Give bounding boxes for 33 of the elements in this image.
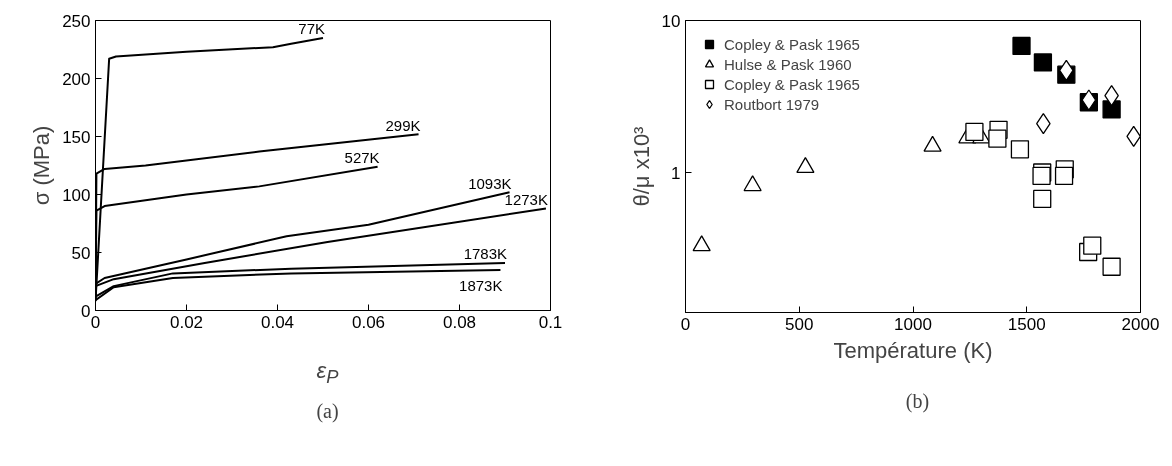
y-tick-label: 50 — [71, 243, 91, 263]
y-tick-label: 250 — [62, 11, 91, 31]
x-tick-label: 0.02 — [169, 312, 204, 332]
legend-label: Hulse & Pask 1960 — [724, 55, 852, 73]
x-tick-label: 1500 — [1007, 314, 1046, 334]
series-label: 527K — [344, 149, 380, 167]
y-tick-label: 200 — [62, 69, 91, 89]
x-tick-label: 2000 — [1121, 314, 1160, 334]
series-label: 1093K — [468, 174, 512, 192]
x-tick-label: 1000 — [894, 314, 932, 334]
text: (b) — [905, 389, 930, 415]
y-tick-label: 100 — [62, 185, 91, 205]
y-tick-label: 150 — [62, 127, 91, 147]
x-tick-label: 0.04 — [260, 312, 295, 332]
series-label: 299K — [385, 116, 421, 134]
x-axis-title: ε$_{P}$ — [316, 357, 339, 390]
y-tick-label: 10 — [661, 11, 681, 31]
y-axis-title: σ (MPa) — [29, 125, 55, 206]
text: (a) — [316, 399, 339, 425]
x-tick-label: 0.1 — [538, 312, 563, 332]
series-label: 1873K — [459, 277, 503, 295]
legend-label: Routbort 1979 — [724, 95, 820, 113]
y-axis-title: θ/μ x10³ — [628, 126, 654, 207]
legend-label: Copley & Pask 1965 — [724, 35, 860, 53]
series-label: 1783K — [463, 245, 507, 263]
x-axis-title: Température (K) — [833, 337, 993, 363]
x-tick-label: 0.08 — [442, 312, 477, 332]
series-label: 1273K — [504, 190, 548, 208]
x-tick-label: 0.06 — [351, 312, 386, 332]
y-tick-label: 1 — [671, 163, 681, 183]
x-tick-label: 500 — [785, 314, 814, 334]
legend-label: Copley & Pask 1965 — [724, 75, 860, 93]
series-label: 77K — [298, 20, 326, 38]
